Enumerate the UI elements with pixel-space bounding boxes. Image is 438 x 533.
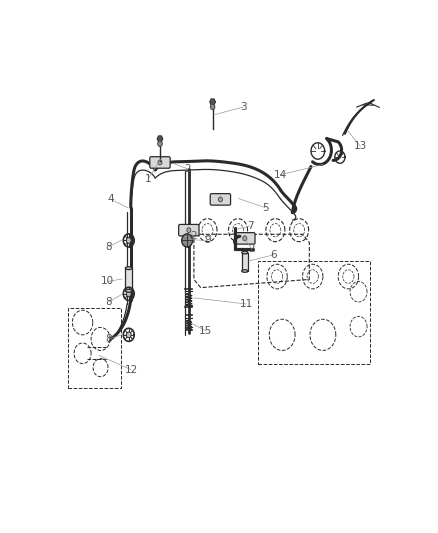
Circle shape [210, 104, 215, 110]
Text: 8: 8 [106, 334, 113, 344]
FancyBboxPatch shape [179, 224, 199, 236]
Ellipse shape [242, 251, 248, 254]
Text: 9: 9 [204, 236, 211, 245]
Text: 10: 10 [101, 277, 114, 286]
Text: 2: 2 [184, 164, 191, 174]
Ellipse shape [125, 266, 132, 270]
Ellipse shape [242, 270, 248, 272]
Text: 1: 1 [145, 174, 152, 184]
Polygon shape [210, 99, 215, 105]
FancyBboxPatch shape [210, 193, 230, 205]
Text: 5: 5 [262, 203, 268, 213]
Text: 2: 2 [248, 244, 255, 254]
Ellipse shape [125, 289, 132, 292]
Text: 8: 8 [106, 297, 113, 307]
Text: 6: 6 [270, 250, 277, 260]
Bar [242, 253, 248, 271]
Circle shape [126, 238, 131, 244]
Bar [68, 308, 121, 388]
Text: 15: 15 [199, 326, 212, 336]
Text: 2: 2 [191, 231, 197, 241]
Text: 7: 7 [247, 221, 253, 231]
Circle shape [243, 236, 247, 241]
Text: 12: 12 [124, 365, 138, 375]
Circle shape [158, 141, 162, 147]
Text: 11: 11 [240, 299, 253, 309]
Circle shape [126, 291, 131, 297]
FancyBboxPatch shape [235, 232, 255, 244]
Text: 3: 3 [240, 102, 247, 112]
FancyBboxPatch shape [150, 157, 170, 168]
Text: 4: 4 [107, 195, 114, 204]
Bar [125, 268, 132, 290]
Text: 13: 13 [353, 141, 367, 151]
Circle shape [126, 332, 131, 338]
Text: 14: 14 [274, 170, 287, 180]
Polygon shape [157, 136, 162, 142]
Text: 8: 8 [106, 241, 113, 252]
Circle shape [219, 197, 223, 202]
Bar [258, 261, 371, 364]
Circle shape [187, 228, 191, 232]
Circle shape [158, 160, 162, 165]
Circle shape [182, 234, 193, 247]
